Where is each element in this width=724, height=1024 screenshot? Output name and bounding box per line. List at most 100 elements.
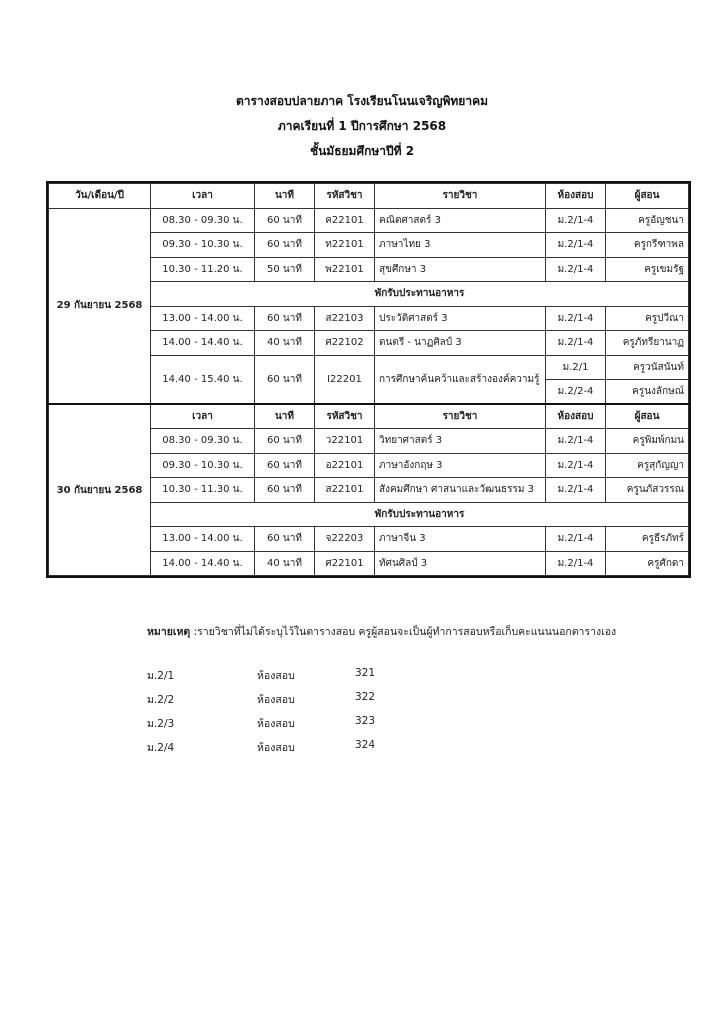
table-row: 14.00 - 14.40 น. 40 นาที ศ22101 ทัศนศิลป์ 3… bbox=[49, 550, 689, 576]
exam-time: 08.30 - 09.30 น. bbox=[150, 428, 255, 454]
exam-room: ม.2/1-4 bbox=[545, 232, 606, 258]
exam-room-list: ม.2/1 ห้องสอบ 321 ม.2/2 ห้องสอบ 322 ม.2/3 ห้องส… bbox=[147, 667, 447, 763]
table-row: 10.30 - 11.30 น. 60 นาที ส22101 สังคมศึกษา … bbox=[49, 477, 689, 503]
room-label: ห้องสอบ bbox=[257, 694, 295, 706]
subject-code: พ22101 bbox=[314, 256, 375, 282]
exam-minutes: 40 นาที bbox=[254, 550, 315, 576]
table-row: 09.30 - 10.30 น. 60 นาที อ22101 ภาษาอังกฤษ … bbox=[49, 452, 689, 478]
exam-room: ม.2/1 bbox=[545, 354, 606, 380]
subject-code: ว22101 bbox=[314, 428, 375, 454]
exam-room: ม.2/1-4 bbox=[545, 526, 606, 552]
exam-time: 14.40 - 15.40 น. bbox=[150, 354, 255, 405]
class-name: ม.2/4 bbox=[147, 742, 175, 754]
exam-room-item: ม.2/1 ห้องสอบ 321 bbox=[147, 667, 447, 691]
exam-room: ม.2/2-4 bbox=[545, 379, 606, 405]
column-header: ผู้สอน bbox=[605, 403, 689, 429]
exam-minutes: 60 นาที bbox=[254, 428, 315, 454]
subject-name: ดนตรี - นาฏศิลป์ 3 bbox=[374, 330, 546, 356]
subject-name: ทัศนศิลป์ 3 bbox=[374, 550, 546, 576]
doc-grade: ชั้นมัธยมศึกษาปีที่ 2 bbox=[309, 144, 415, 158]
subject-name: การศึกษาค้นคว้าและสร้างองค์ความรู้ bbox=[374, 354, 546, 405]
column-header: รายวิชา bbox=[374, 403, 546, 429]
exam-time: 10.30 - 11.30 น. bbox=[150, 477, 255, 503]
table-row: 14.40 - 15.40 น. 60 นาที I22201 การศึกษาค้น… bbox=[49, 354, 689, 405]
room-number: 322 bbox=[355, 691, 376, 703]
column-header: รหัสวิชา bbox=[314, 183, 375, 209]
exam-time: 14.00 - 14.40 น. bbox=[150, 330, 255, 356]
exam-room: ม.2/1-4 bbox=[545, 550, 606, 576]
exam-room: ม.2/1-4 bbox=[545, 452, 606, 478]
class-name: ม.2/3 bbox=[147, 718, 175, 730]
column-header: เวลา bbox=[150, 183, 255, 209]
teacher: ครูวนัสนันท์ bbox=[605, 354, 689, 380]
column-header: ห้องสอบ bbox=[545, 403, 606, 429]
exam-date: 30 กันยายน 2568 bbox=[48, 403, 151, 576]
exam-minutes: 60 นาที bbox=[254, 232, 315, 258]
exam-room: ม.2/1-4 bbox=[545, 428, 606, 454]
exam-minutes: 60 นาที bbox=[254, 305, 315, 331]
teacher: ครูธีรภัทร์ bbox=[605, 526, 689, 552]
column-header: นาที bbox=[254, 183, 315, 209]
table-row: 13.00 - 14.00 น. 60 นาที ส22103 ประวัติศาสต… bbox=[49, 305, 689, 331]
exam-minutes: 40 นาที bbox=[254, 330, 315, 356]
room-number: 323 bbox=[355, 715, 376, 727]
exam-minutes: 60 นาที bbox=[254, 526, 315, 552]
table-row: 09.30 - 10.30 น. 60 นาที ท22101 ภาษาไทย 3 ม.… bbox=[49, 232, 689, 258]
class-name: ม.2/1 bbox=[147, 670, 175, 682]
subject-code: ค22101 bbox=[314, 207, 375, 233]
subject-code: I22201 bbox=[314, 354, 375, 405]
exam-time: 10.30 - 11.20 น. bbox=[150, 256, 255, 282]
exam-time: 08.30 - 09.30 น. bbox=[150, 207, 255, 233]
note: หมายเหตุ :รายวิชาที่ไม่ได้ระบุไว้ในตาราง… bbox=[147, 623, 616, 640]
subject-code: ท22101 bbox=[314, 232, 375, 258]
lunch-break: พักรับประทานอาหาร bbox=[150, 281, 689, 307]
subject-code: ส22101 bbox=[314, 477, 375, 503]
room-label: ห้องสอบ bbox=[257, 742, 295, 754]
doc-term: ภาคเรียนที่ 1 ปีการศึกษา 2568 bbox=[277, 119, 447, 133]
teacher: ครูเขมรัฐ bbox=[605, 256, 689, 282]
teacher: ครูกรีฑาพล bbox=[605, 232, 689, 258]
exam-room: ม.2/1-4 bbox=[545, 207, 606, 233]
exam-room-item: ม.2/4 ห้องสอบ 324 bbox=[147, 739, 447, 763]
table-row: 08.30 - 09.30 น. 60 นาที ว22101 วิทยาศาสตร์… bbox=[49, 428, 689, 454]
class-name: ม.2/2 bbox=[147, 694, 175, 706]
exam-schedule-table: วัน/เดือน/ปี เวลา นาที รหัสวิชา รายวิชา ห้องส… bbox=[46, 181, 691, 578]
column-header: รหัสวิชา bbox=[314, 403, 375, 429]
exam-time: 14.00 - 14.40 น. bbox=[150, 550, 255, 576]
subject-name: วิทยาศาสตร์ 3 bbox=[374, 428, 546, 454]
subject-name: สังคมศึกษา ศาสนาและวัฒนธรรม 3 bbox=[374, 477, 546, 503]
table-header: วัน/เดือน/ปี เวลา นาที รหัสวิชา รายวิชา ห้องส… bbox=[48, 183, 689, 209]
subject-name: ภาษาไทย 3 bbox=[374, 232, 546, 258]
exam-minutes: 60 นาที bbox=[254, 477, 315, 503]
subject-code: ส22103 bbox=[314, 305, 375, 331]
exam-minutes: 60 นาที bbox=[254, 354, 315, 405]
exam-minutes: 60 นาที bbox=[254, 452, 315, 478]
table-row: ม.2/2-4 ครูนงลักษณ์ bbox=[49, 379, 689, 405]
table-row: 29 กันยายน 2568 08.30 - 09.30 น. 60 นาที ค2… bbox=[48, 207, 689, 405]
column-header: นาที bbox=[254, 403, 315, 429]
subject-code: จ22203 bbox=[314, 526, 375, 552]
column-header: ผู้สอน bbox=[605, 183, 689, 209]
teacher: ครูภัทรียานาฏ bbox=[605, 330, 689, 356]
exam-room: ม.2/1-4 bbox=[545, 256, 606, 282]
doc-title: ตารางสอบปลายภาค โรงเรียนโนนเจริญพิทยาคม bbox=[235, 94, 489, 108]
exam-minutes: 50 นาที bbox=[254, 256, 315, 282]
exam-room: ม.2/1-4 bbox=[545, 305, 606, 331]
subject-name: สุขศึกษา 3 bbox=[374, 256, 546, 282]
teacher: ครูศักดา bbox=[605, 550, 689, 576]
subject-code: อ22101 bbox=[314, 452, 375, 478]
subject-name: ประวัติศาสตร์ 3 bbox=[374, 305, 546, 331]
room-label: ห้องสอบ bbox=[257, 718, 295, 730]
lunch-break: พักรับประทานอาหาร bbox=[150, 501, 689, 527]
column-header: วัน/เดือน/ปี bbox=[48, 183, 151, 209]
table-row: 13.00 - 14.00 น. 60 นาที จ22203 ภาษาจีน 3 ม.… bbox=[49, 526, 689, 552]
room-number: 324 bbox=[355, 739, 376, 751]
subject-name: ภาษาอังกฤษ 3 bbox=[374, 452, 546, 478]
exam-room: ม.2/1-4 bbox=[545, 330, 606, 356]
column-header: รายวิชา bbox=[374, 183, 546, 209]
subject-code: ศ22101 bbox=[314, 550, 375, 576]
subject-code: ศ22102 bbox=[314, 330, 375, 356]
exam-time: 09.30 - 10.30 น. bbox=[150, 232, 255, 258]
teacher: ครูพิมพ์กมน bbox=[605, 428, 689, 454]
exam-room-item: ม.2/2 ห้องสอบ 322 bbox=[147, 691, 447, 715]
